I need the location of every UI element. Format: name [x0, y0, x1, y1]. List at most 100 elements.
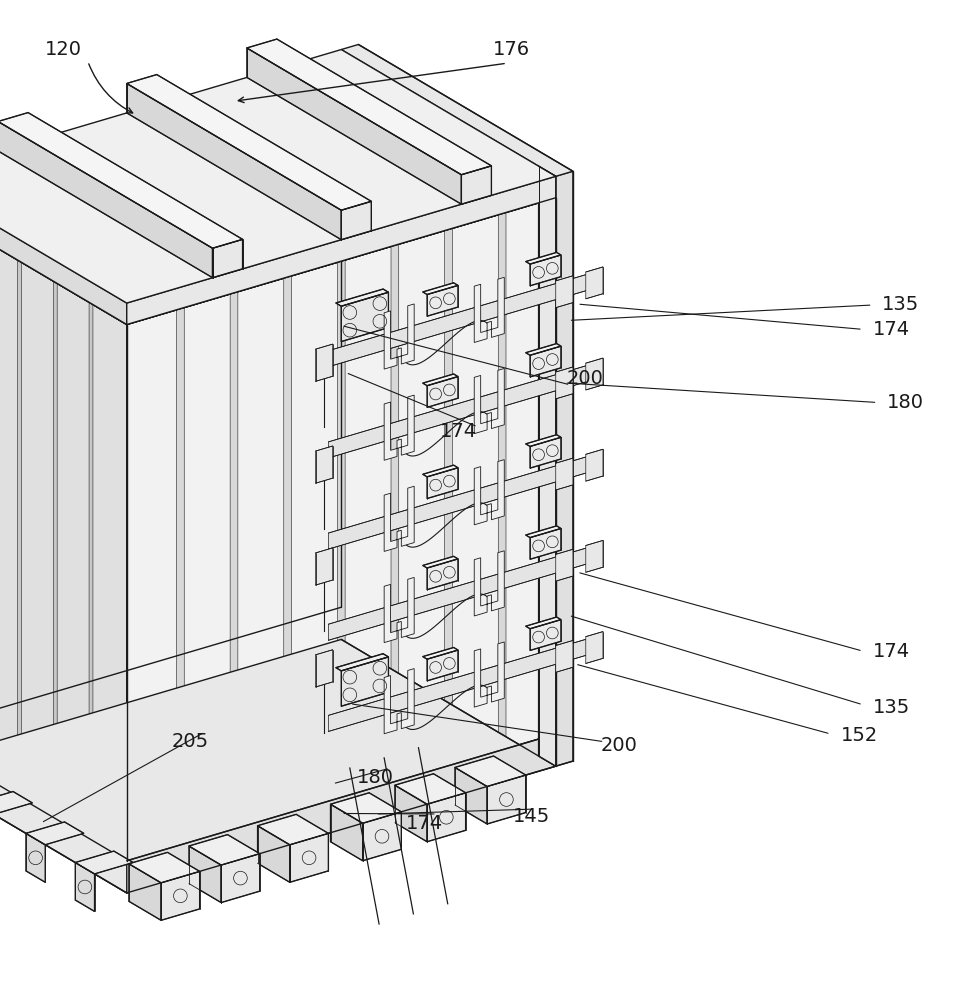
Polygon shape: [586, 267, 603, 299]
Polygon shape: [556, 549, 573, 581]
Text: 174: 174: [873, 642, 910, 661]
Polygon shape: [26, 822, 84, 845]
Polygon shape: [395, 774, 466, 804]
Polygon shape: [176, 308, 184, 846]
Polygon shape: [335, 289, 388, 306]
Polygon shape: [316, 446, 332, 483]
Polygon shape: [445, 228, 452, 767]
Polygon shape: [0, 792, 32, 814]
Text: 180: 180: [357, 768, 394, 787]
Polygon shape: [127, 176, 556, 324]
Text: 174: 174: [406, 814, 443, 833]
Polygon shape: [290, 833, 329, 882]
Polygon shape: [455, 756, 526, 786]
Polygon shape: [526, 252, 561, 264]
Polygon shape: [384, 577, 414, 643]
Polygon shape: [127, 83, 341, 240]
Polygon shape: [556, 458, 573, 490]
Polygon shape: [341, 44, 573, 176]
Polygon shape: [0, 121, 213, 278]
Polygon shape: [213, 239, 243, 278]
Polygon shape: [427, 793, 466, 842]
Polygon shape: [341, 292, 388, 342]
Polygon shape: [247, 48, 461, 204]
Polygon shape: [161, 871, 200, 920]
Polygon shape: [538, 166, 556, 766]
Polygon shape: [316, 650, 332, 687]
Polygon shape: [26, 833, 45, 882]
Text: 120: 120: [45, 40, 82, 59]
Text: 152: 152: [840, 726, 878, 745]
Polygon shape: [427, 468, 458, 499]
Polygon shape: [384, 304, 414, 369]
Polygon shape: [337, 260, 345, 799]
Polygon shape: [0, 176, 127, 324]
Polygon shape: [427, 285, 458, 316]
Polygon shape: [427, 377, 458, 407]
Polygon shape: [257, 826, 290, 882]
Polygon shape: [455, 767, 488, 824]
Polygon shape: [341, 657, 388, 706]
Polygon shape: [316, 344, 332, 381]
Polygon shape: [230, 292, 238, 830]
Text: 135: 135: [873, 698, 910, 717]
Polygon shape: [474, 460, 504, 525]
Polygon shape: [384, 395, 414, 460]
Text: 145: 145: [513, 807, 550, 826]
Text: 174: 174: [440, 422, 477, 441]
Polygon shape: [75, 851, 134, 874]
Polygon shape: [556, 171, 573, 766]
Polygon shape: [0, 639, 556, 893]
Polygon shape: [526, 526, 561, 538]
Polygon shape: [247, 39, 491, 175]
Polygon shape: [474, 368, 504, 434]
Polygon shape: [89, 302, 93, 841]
Polygon shape: [329, 365, 590, 458]
Polygon shape: [221, 854, 259, 903]
Polygon shape: [423, 283, 458, 294]
Polygon shape: [329, 273, 590, 367]
Polygon shape: [127, 734, 556, 893]
Polygon shape: [329, 456, 590, 549]
Polygon shape: [0, 50, 556, 303]
Polygon shape: [329, 638, 590, 731]
Polygon shape: [526, 344, 561, 355]
Polygon shape: [474, 277, 504, 342]
Polygon shape: [556, 367, 573, 399]
Polygon shape: [0, 113, 243, 248]
Polygon shape: [530, 528, 561, 559]
Polygon shape: [329, 547, 590, 640]
Polygon shape: [586, 540, 603, 572]
Polygon shape: [331, 793, 402, 823]
Polygon shape: [427, 559, 458, 590]
Polygon shape: [423, 465, 458, 477]
Text: 135: 135: [882, 296, 919, 314]
Polygon shape: [423, 647, 458, 659]
Polygon shape: [0, 734, 127, 893]
Polygon shape: [586, 449, 603, 481]
Polygon shape: [474, 551, 504, 616]
Polygon shape: [461, 166, 491, 204]
Polygon shape: [530, 346, 561, 377]
Polygon shape: [129, 852, 200, 883]
Polygon shape: [257, 814, 329, 845]
Polygon shape: [427, 650, 458, 681]
Polygon shape: [586, 632, 603, 663]
Polygon shape: [556, 276, 573, 308]
Polygon shape: [530, 255, 561, 286]
Polygon shape: [384, 669, 414, 734]
Polygon shape: [384, 486, 414, 551]
Polygon shape: [530, 620, 561, 650]
Polygon shape: [335, 654, 388, 671]
Polygon shape: [129, 864, 161, 920]
Polygon shape: [284, 276, 292, 814]
Polygon shape: [0, 71, 556, 324]
Polygon shape: [75, 863, 95, 911]
Polygon shape: [556, 640, 573, 672]
Polygon shape: [341, 201, 371, 240]
Polygon shape: [530, 437, 561, 468]
Polygon shape: [423, 556, 458, 568]
Polygon shape: [474, 642, 504, 707]
Polygon shape: [586, 358, 603, 390]
Polygon shape: [0, 198, 127, 861]
